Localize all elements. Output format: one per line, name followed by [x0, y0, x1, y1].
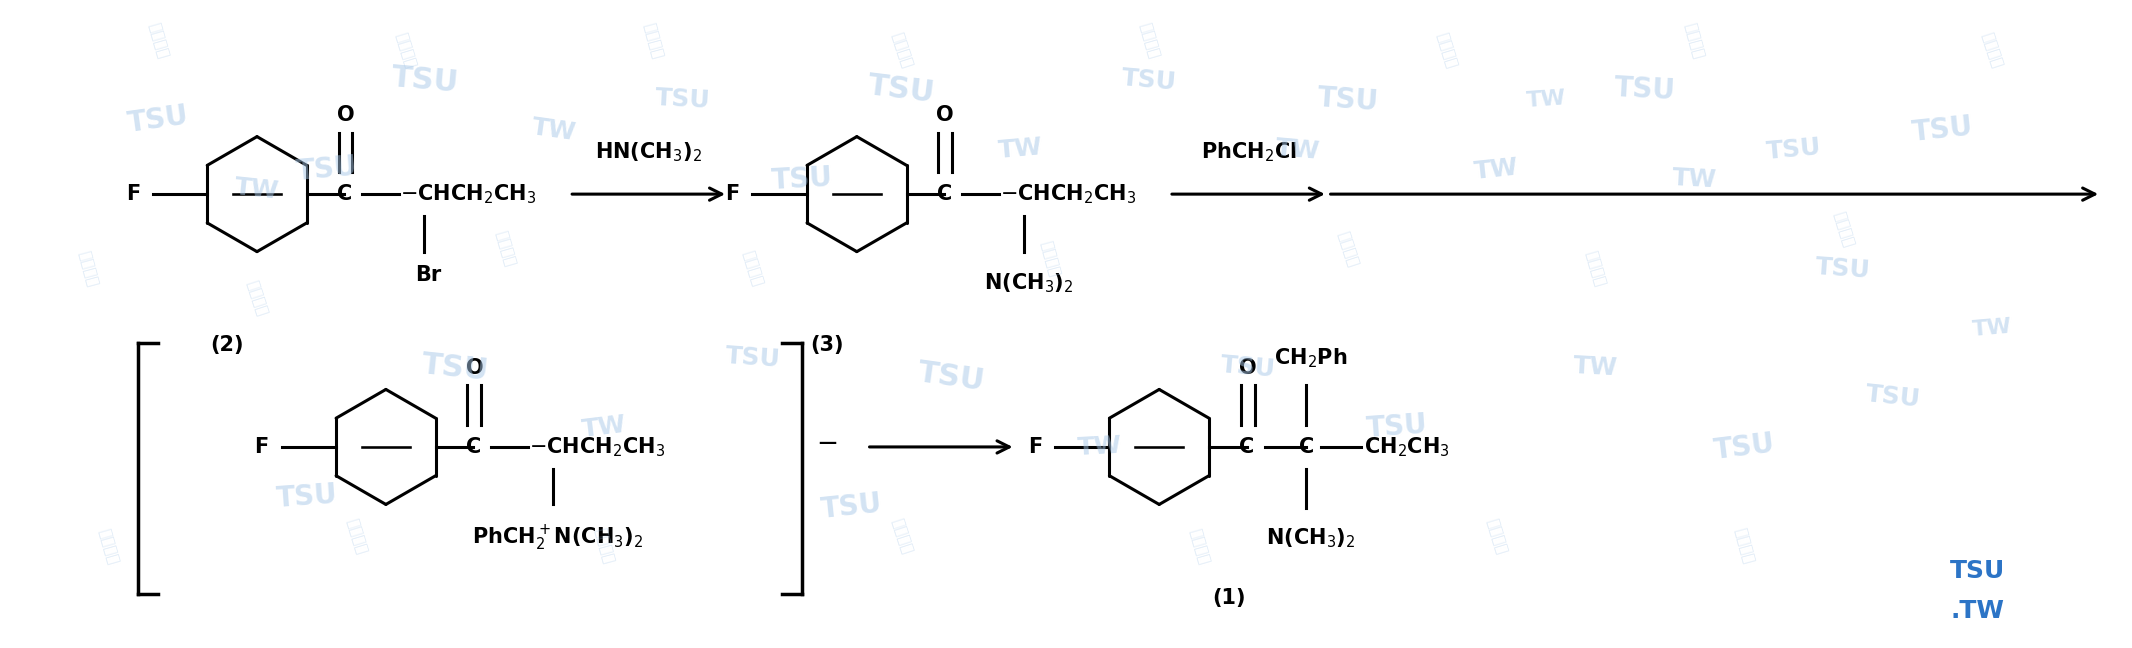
- Text: 山医学院: 山医学院: [593, 527, 616, 566]
- Text: TSU: TSU: [1863, 382, 1921, 412]
- Text: TSU: TSU: [1910, 113, 1974, 147]
- Text: 山医学院: 山医学院: [1831, 209, 1855, 248]
- Text: TW: TW: [1671, 166, 1718, 192]
- Text: TSU: TSU: [1765, 135, 1823, 164]
- Text: TW: TW: [1275, 135, 1322, 163]
- Text: 山医学院: 山医学院: [1038, 239, 1062, 278]
- Text: 山医学院: 山医学院: [1484, 516, 1509, 556]
- Text: 山医学院: 山医学院: [1435, 30, 1458, 70]
- Text: TSU: TSU: [772, 164, 834, 195]
- Text: TSU: TSU: [655, 87, 712, 113]
- Text: TSU: TSU: [1614, 75, 1676, 106]
- Text: (3): (3): [810, 335, 844, 355]
- Text: F: F: [1028, 437, 1043, 457]
- Text: 山医学院: 山医学院: [492, 229, 518, 268]
- Text: TSU: TSU: [126, 102, 190, 138]
- Text: N(CH$_3$)$_2$: N(CH$_3$)$_2$: [1266, 526, 1356, 550]
- Text: O: O: [1239, 358, 1256, 378]
- Text: TSU: TSU: [275, 480, 339, 513]
- Text: O: O: [337, 105, 354, 125]
- Text: PhCH$_2^+$N(CH$_3$)$_2$: PhCH$_2^+$N(CH$_3$)$_2$: [471, 524, 644, 553]
- Text: TW: TW: [1972, 316, 2013, 340]
- Text: CH$_2$Ph: CH$_2$Ph: [1275, 346, 1347, 369]
- Text: $-$CHCH$_2$CH$_3$: $-$CHCH$_2$CH$_3$: [1000, 182, 1136, 206]
- Text: 山医学院: 山医学院: [889, 516, 915, 556]
- Text: 山医学院: 山医学院: [740, 249, 765, 288]
- Text: F: F: [725, 184, 740, 204]
- Text: F: F: [254, 437, 269, 457]
- Text: (2): (2): [211, 335, 243, 355]
- Text: HN(CH$_3$)$_2$: HN(CH$_3$)$_2$: [595, 141, 701, 165]
- Text: O: O: [465, 358, 484, 378]
- Text: C: C: [1298, 437, 1313, 457]
- Text: 山医学院: 山医学院: [1978, 30, 2004, 70]
- Text: C: C: [465, 437, 482, 457]
- Text: 山医学院: 山医学院: [1136, 21, 1162, 60]
- Text: TW: TW: [1573, 354, 1618, 381]
- Text: 山医学院: 山医学院: [1731, 527, 1757, 566]
- Text: C: C: [1239, 437, 1254, 457]
- Text: $-$: $-$: [817, 429, 838, 455]
- Text: CH$_2$CH$_3$: CH$_2$CH$_3$: [1364, 435, 1450, 459]
- Text: 山医学院: 山医学院: [889, 30, 915, 70]
- Text: TSU: TSU: [866, 71, 936, 108]
- Text: TW: TW: [580, 413, 627, 442]
- Text: TSU: TSU: [725, 344, 780, 371]
- Text: 山医学院: 山医学院: [642, 21, 665, 60]
- Text: TSU: TSU: [294, 153, 358, 186]
- Text: TW: TW: [1524, 89, 1567, 111]
- Text: N(CH$_3$)$_2$: N(CH$_3$)$_2$: [983, 272, 1072, 295]
- Text: C: C: [337, 184, 352, 204]
- Text: TW: TW: [1473, 155, 1520, 183]
- Text: 山医学院: 山医学院: [245, 279, 271, 318]
- Text: 山医学院: 山医学院: [392, 30, 418, 70]
- Text: 山医学院: 山医学院: [1584, 249, 1608, 288]
- Text: TW: TW: [531, 115, 578, 145]
- Text: TSU: TSU: [1949, 559, 2004, 583]
- Text: TSU: TSU: [1712, 430, 1776, 465]
- Text: TSU: TSU: [1814, 255, 1872, 283]
- Text: 山医学院: 山医学院: [1188, 526, 1211, 566]
- Text: $-$CHCH$_2$CH$_3$: $-$CHCH$_2$CH$_3$: [401, 182, 535, 206]
- Text: TSU: TSU: [1315, 84, 1379, 116]
- Text: (1): (1): [1211, 588, 1245, 608]
- Text: 山医学院: 山医学院: [96, 526, 122, 566]
- Text: PhCH$_2$Cl: PhCH$_2$Cl: [1200, 141, 1296, 165]
- Text: $-$CHCH$_2$CH$_3$: $-$CHCH$_2$CH$_3$: [529, 435, 665, 459]
- Text: TW: TW: [235, 175, 281, 203]
- Text: TW: TW: [1077, 434, 1124, 460]
- Text: 山医学院: 山医学院: [343, 516, 369, 556]
- Text: C: C: [936, 184, 951, 204]
- Text: F: F: [126, 184, 141, 204]
- Text: 山医学院: 山医学院: [145, 21, 171, 60]
- Text: TSU: TSU: [821, 489, 885, 524]
- Text: TSU: TSU: [1220, 353, 1277, 382]
- Text: O: O: [936, 105, 955, 125]
- Text: TW: TW: [998, 135, 1045, 163]
- Text: TSU: TSU: [390, 63, 461, 97]
- Text: .TW: .TW: [1951, 599, 2004, 623]
- Text: TSU: TSU: [1367, 411, 1428, 443]
- Text: Br: Br: [416, 266, 441, 285]
- Text: 山医学院: 山医学院: [1335, 229, 1360, 268]
- Text: TSU: TSU: [915, 358, 987, 397]
- Text: 山医学院: 山医学院: [77, 249, 100, 288]
- Text: TSU: TSU: [1121, 65, 1177, 95]
- Text: 山医学院: 山医学院: [1682, 21, 1706, 60]
- Text: TSU: TSU: [420, 350, 490, 386]
